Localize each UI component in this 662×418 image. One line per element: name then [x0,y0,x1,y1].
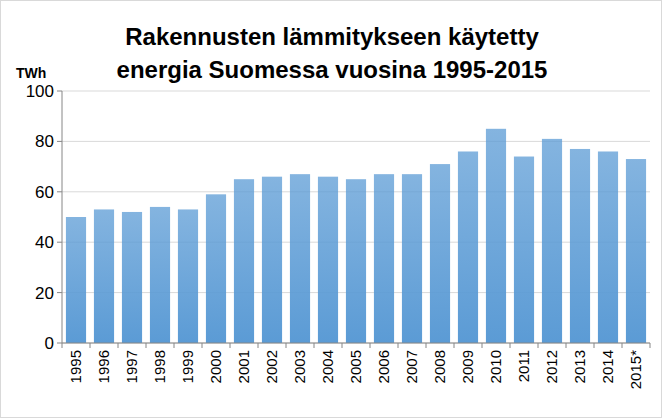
x-tick-label: 2013 [571,350,588,383]
x-tick-label: 2015* [627,350,644,389]
x-tick [650,343,651,348]
x-tick [370,343,371,348]
x-tick-label: 1996 [95,350,112,383]
bars [66,129,646,343]
y-tick [57,242,62,243]
bar [66,217,86,343]
x-tick [426,343,427,348]
bar [234,179,254,343]
y-tick [57,141,62,142]
x-tick-label: 2003 [291,350,308,383]
x-tick-label: 2014 [599,350,616,383]
x-tick [62,343,63,348]
bar [402,174,422,343]
y-tick [57,292,62,293]
bar [94,209,114,343]
y-tick-label: 20 [35,284,54,303]
x-tick-label: 1995 [67,350,84,383]
y-axis-label: TWh [16,65,46,81]
x-tick-label: 2011 [515,350,532,382]
x-tick [342,343,343,348]
x-tick [538,343,539,348]
y-tick-label: 40 [35,233,54,252]
x-tick-label: 1998 [151,350,168,383]
x-tick [622,343,623,348]
y-axis [62,91,63,343]
x-tick [454,343,455,348]
x-axis [62,343,650,344]
bar [598,151,618,343]
bar [346,179,366,343]
x-tick-label: 2000 [207,350,224,383]
bar [458,151,478,343]
y-tick [57,343,62,344]
bar [206,194,226,343]
x-tick [566,343,567,348]
x-tick [258,343,259,348]
chart: 0 20 40 60 80 100TWh 1995 1996 1997 1998 1999 2000 2… [0,0,662,418]
x-tick-label: 2001 [235,350,252,383]
bar [150,207,170,343]
x-tick-label: 2005 [347,350,364,383]
x-tick-label: 2002 [263,350,280,383]
chart-title: Rakennusten lämmitykseen käytetty energi… [92,20,572,86]
y-tick-label: 80 [35,132,54,151]
x-tick-label: 2008 [431,350,448,383]
x-tick-label: 1997 [123,350,140,383]
bar [626,159,646,343]
bar [514,157,534,343]
y-tick [57,91,62,92]
x-tick-label: 2006 [375,350,392,383]
x-tick [314,343,315,348]
bar [290,174,310,343]
y-tick-label: 60 [35,183,54,202]
bar [262,177,282,343]
x-tick [202,343,203,348]
bar [178,209,198,343]
bar [570,149,590,343]
grid-line [62,343,650,344]
bar [318,177,338,343]
x-tick-label: 2004 [319,350,336,383]
grid-line [62,91,650,92]
bar [374,174,394,343]
x-tick [174,343,175,348]
x-tick [510,343,511,348]
x-tick-label: 1999 [179,350,196,383]
x-tick [118,343,119,348]
x-tick [398,343,399,348]
x-tick-label: 2010 [487,350,504,383]
x-tick [594,343,595,348]
bar [486,129,506,343]
chart-frame [1,1,662,418]
bar [430,164,450,343]
x-tick [482,343,483,348]
bar [542,139,562,343]
y-tick-label: 100 [26,82,54,101]
bar [122,212,142,343]
y-tick [57,191,62,192]
x-tick [90,343,91,348]
x-tick-label: 2009 [459,350,476,383]
x-tick [230,343,231,348]
x-tick-label: 2012 [543,350,560,383]
x-tick [146,343,147,348]
y-tick-label: 0 [45,334,54,353]
x-tick-label: 2007 [403,350,420,383]
x-tick [286,343,287,348]
